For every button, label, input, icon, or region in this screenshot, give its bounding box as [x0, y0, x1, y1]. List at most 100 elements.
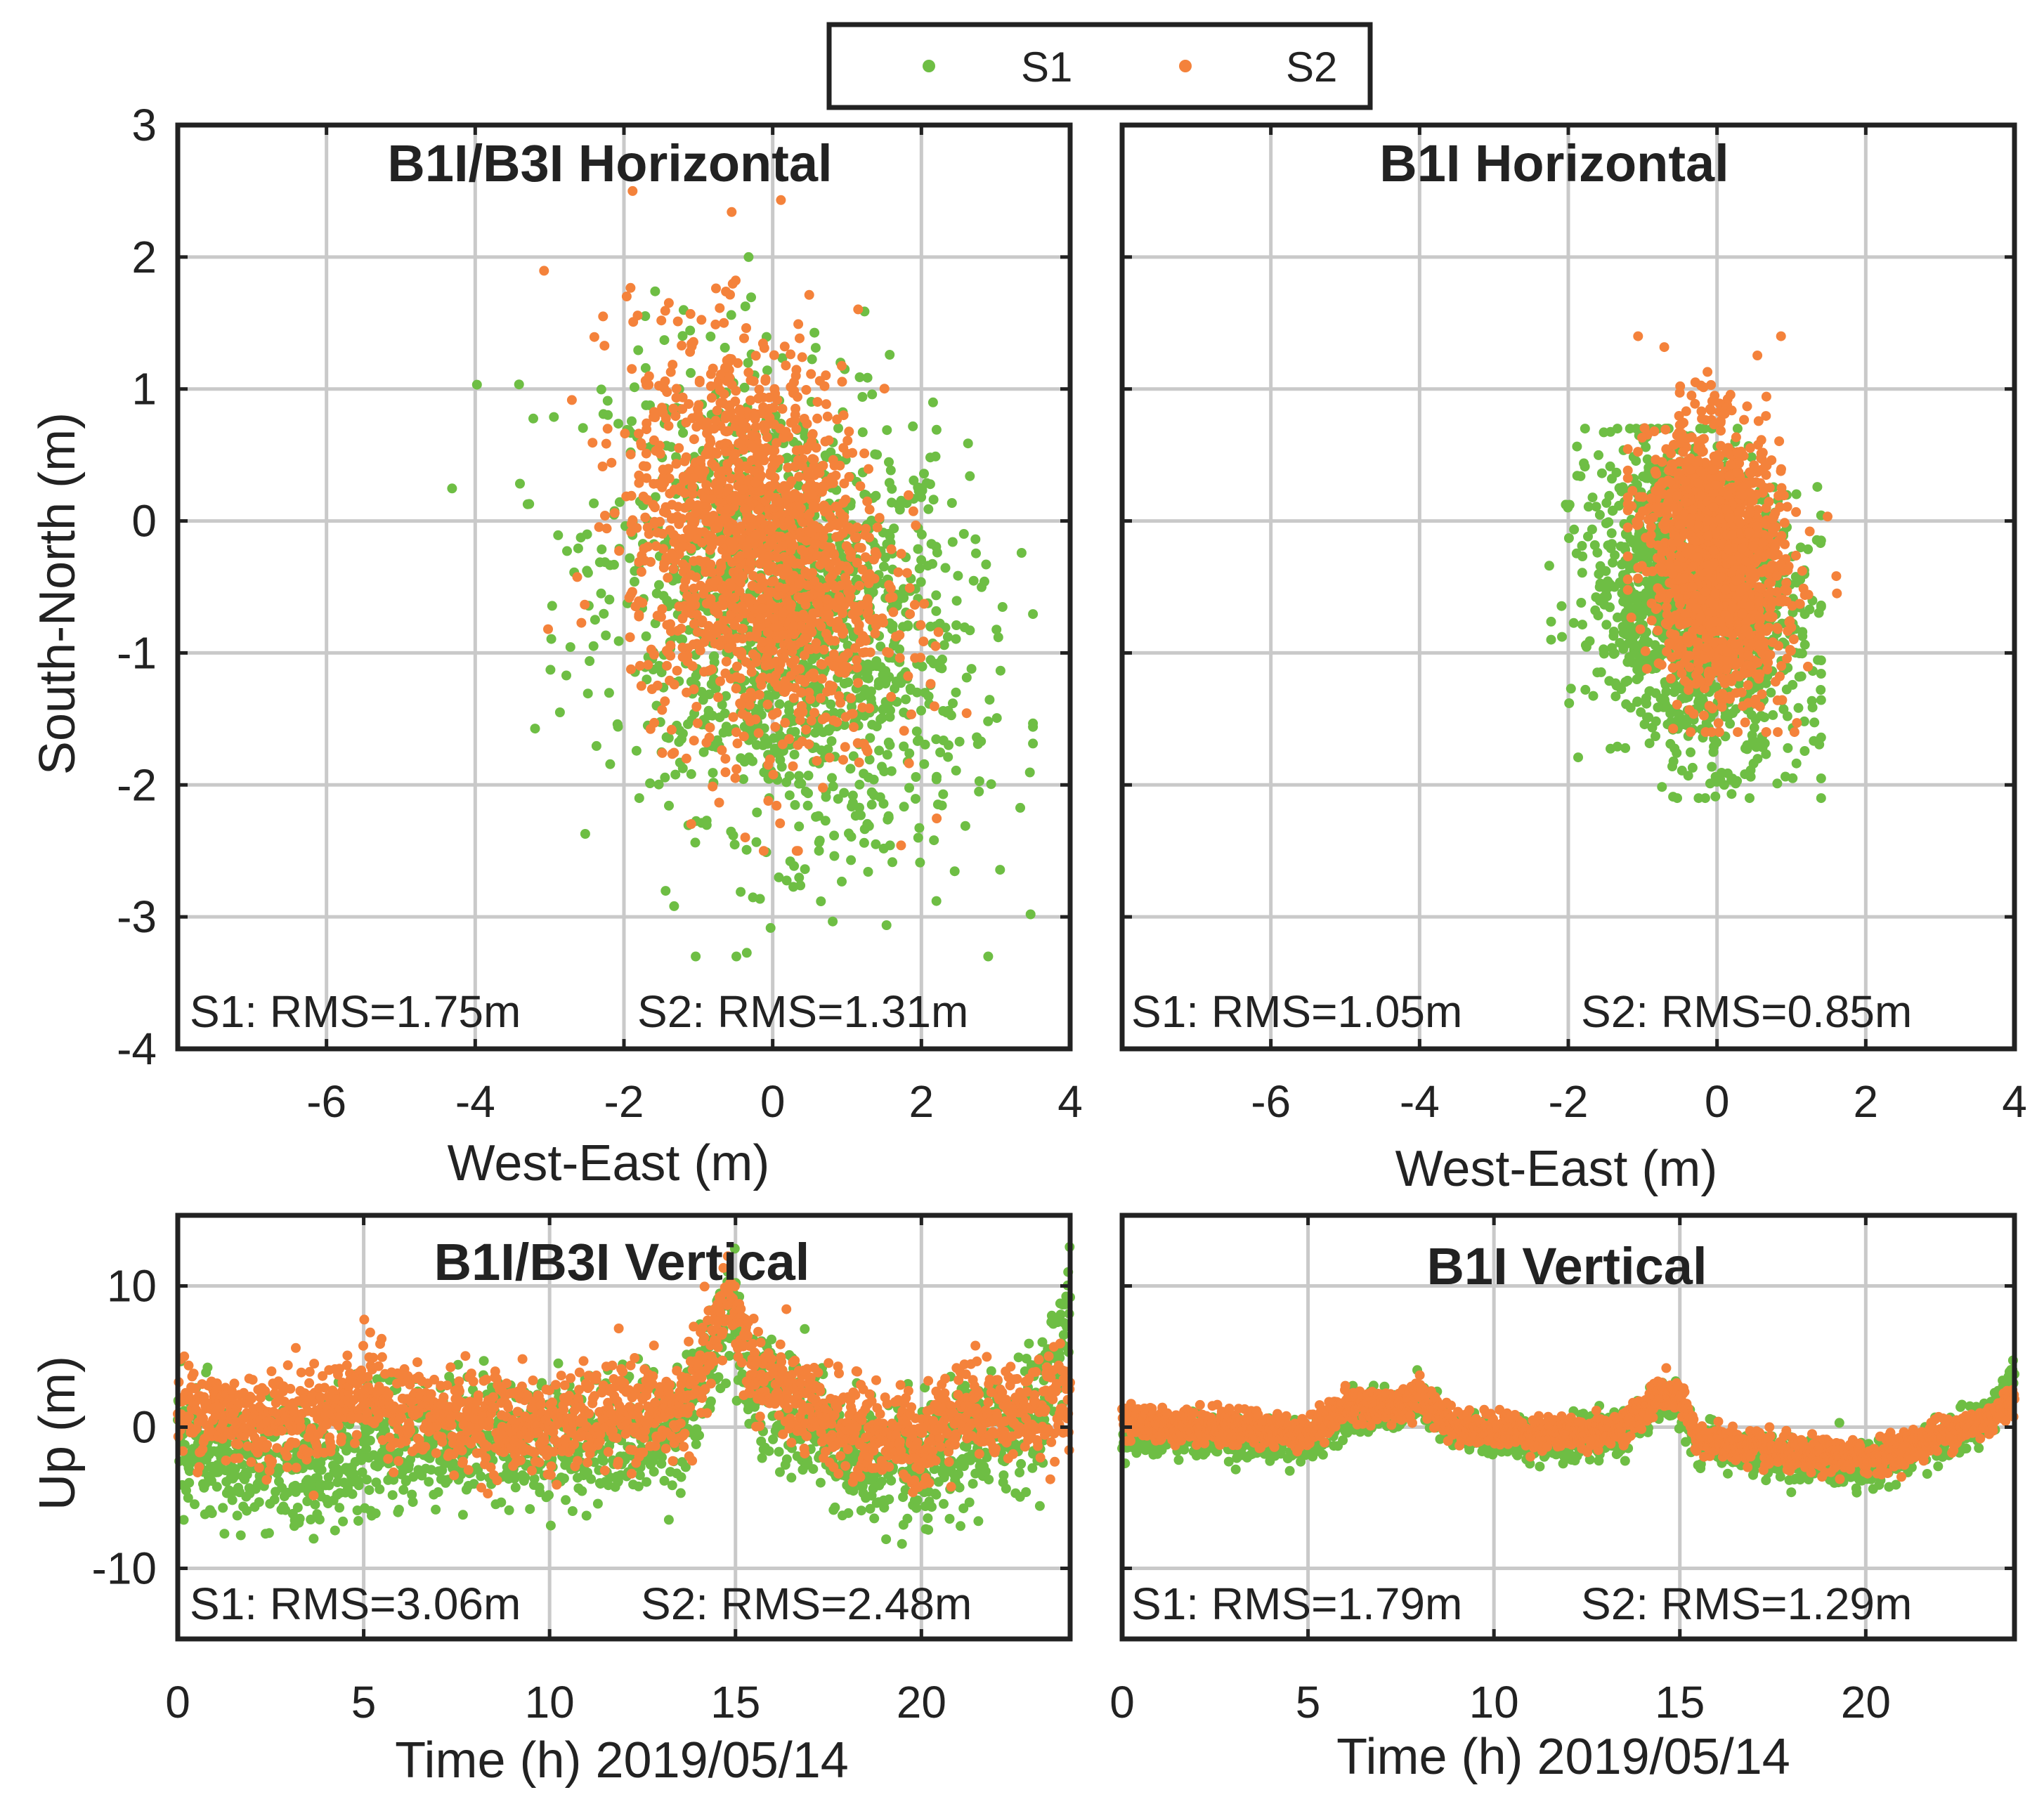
data-point — [659, 335, 670, 346]
data-point — [887, 497, 897, 508]
data-point — [665, 640, 676, 651]
data-point — [778, 629, 788, 640]
data-point — [743, 358, 753, 368]
data-point — [1622, 675, 1633, 686]
data-point — [712, 735, 722, 745]
data-point — [948, 698, 958, 709]
data-point — [698, 747, 709, 757]
data-point — [793, 391, 802, 402]
data-point — [1640, 646, 1651, 656]
data-point — [963, 438, 973, 449]
data-point — [656, 315, 667, 326]
data-point — [786, 349, 796, 360]
data-point — [671, 452, 682, 462]
data-point — [604, 594, 615, 605]
data-point — [828, 916, 838, 927]
data-point — [767, 577, 777, 587]
data-point — [959, 622, 970, 632]
data-point — [1674, 709, 1684, 719]
data-point — [791, 846, 802, 856]
data-point — [842, 436, 853, 446]
data-point — [794, 771, 805, 781]
data-point — [902, 568, 912, 578]
data-point — [779, 341, 790, 352]
data-point — [764, 412, 775, 423]
data-point — [715, 712, 725, 723]
data-point — [878, 843, 889, 854]
data-point — [818, 783, 828, 793]
data-point — [640, 362, 651, 373]
data-point — [874, 745, 885, 756]
data-point — [942, 632, 953, 642]
data-point — [966, 664, 977, 674]
data-point — [653, 478, 663, 489]
data-point — [1752, 754, 1763, 764]
data-point — [769, 403, 779, 413]
data-point — [885, 705, 895, 716]
data-point — [841, 541, 852, 551]
data-point — [819, 482, 830, 492]
data-point — [1703, 367, 1713, 377]
data-point — [849, 722, 859, 732]
data-point — [777, 353, 788, 363]
data-point — [777, 404, 788, 414]
data-point — [1726, 789, 1737, 799]
data-point — [797, 701, 807, 711]
data-point — [707, 458, 717, 469]
data-point — [1577, 551, 1588, 561]
data-point — [768, 769, 779, 780]
data-point — [933, 627, 944, 637]
panel-b1i-horizontal: -6 -4 -2 0 2 4 B1I Horizontal S1: RMS=1.05m S… — [1119, 122, 2027, 1197]
data-point — [657, 604, 668, 614]
data-point — [814, 523, 824, 534]
panel-1-ylabel: South-North (m) — [30, 412, 86, 775]
data-point — [780, 583, 790, 594]
data-point — [702, 417, 712, 428]
data-point — [734, 438, 744, 449]
data-point — [1576, 598, 1587, 608]
data-point — [744, 700, 755, 710]
data-point — [808, 501, 819, 511]
data-point — [1622, 522, 1633, 532]
data-point — [1710, 791, 1721, 802]
data-point — [719, 389, 729, 400]
data-point — [872, 450, 883, 460]
data-point — [646, 684, 657, 694]
data-point — [915, 857, 925, 868]
data-point — [1569, 524, 1580, 535]
data-point — [1816, 685, 1826, 695]
data-point — [1768, 710, 1778, 720]
data-point — [741, 844, 752, 855]
data-point — [1565, 684, 1576, 694]
data-point — [767, 521, 778, 532]
data-point — [757, 636, 767, 647]
data-point — [727, 278, 738, 289]
data-point — [868, 774, 879, 785]
data-point — [678, 541, 689, 551]
data-point — [839, 720, 850, 730]
data-point — [590, 615, 600, 625]
data-point — [1631, 456, 1641, 466]
data-point — [911, 726, 922, 737]
data-point — [765, 470, 776, 481]
data-point — [819, 381, 830, 391]
data-point — [707, 710, 717, 721]
data-point — [800, 864, 810, 875]
data-point — [1604, 676, 1615, 686]
data-point — [968, 575, 979, 586]
data-point — [816, 896, 826, 906]
data-point — [823, 744, 833, 754]
data-point — [697, 469, 708, 480]
data-point — [1665, 738, 1676, 749]
data-point — [1557, 632, 1567, 642]
data-point — [774, 872, 784, 882]
data-point — [789, 750, 800, 760]
data-point — [853, 304, 864, 315]
data-point — [689, 434, 699, 445]
data-point — [721, 691, 731, 701]
data-point — [809, 455, 819, 465]
data-point — [515, 478, 525, 489]
data-point — [1028, 721, 1039, 732]
data-point — [1604, 490, 1615, 501]
data-point — [684, 399, 694, 410]
